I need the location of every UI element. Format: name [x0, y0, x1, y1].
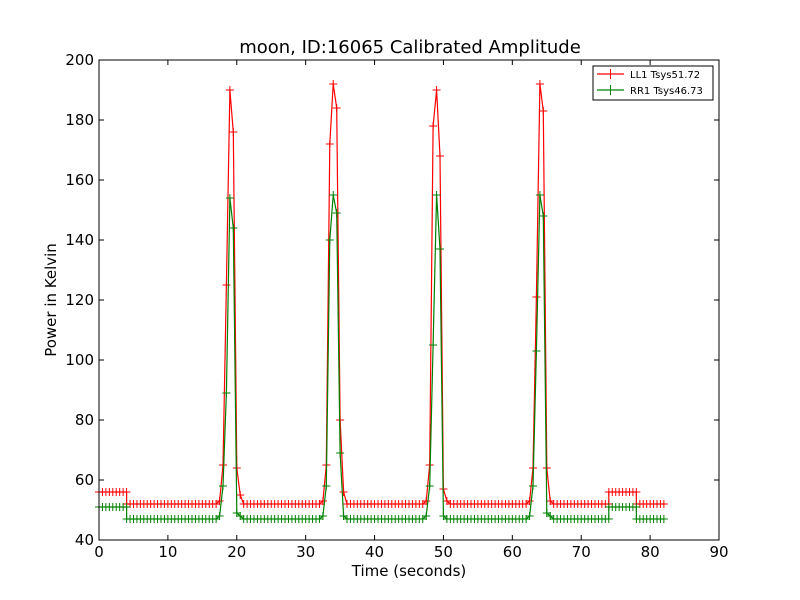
- x-tick-label: 60: [503, 543, 522, 561]
- x-axis-label: Time (seconds): [351, 562, 467, 580]
- y-tick-label: 40: [75, 531, 94, 549]
- y-tick-label: 80: [75, 411, 94, 429]
- series-1: [95, 80, 668, 508]
- y-tick-label: 100: [65, 351, 94, 369]
- x-tick-label: 80: [641, 543, 660, 561]
- y-tick-label: 160: [65, 171, 94, 189]
- legend-label: RR1 Tsys46.73: [630, 86, 703, 97]
- x-tick-label: 70: [572, 543, 591, 561]
- y-tick-label: 60: [75, 471, 94, 489]
- series-2: [95, 191, 668, 523]
- series-layer: [95, 80, 668, 523]
- x-tick-label: 90: [709, 543, 728, 561]
- ticks-layer: 0 10 20 30 40 50 60 70 80 90 40 60 80 100 120 140 160 180…: [65, 51, 728, 561]
- x-tick-label: 10: [158, 543, 177, 561]
- y-tick-label: 120: [65, 291, 94, 309]
- x-tick-label: 30: [296, 543, 315, 561]
- y-tick-label: 200: [65, 51, 94, 69]
- x-tick-label: 50: [434, 543, 453, 561]
- x-tick-label: 40: [365, 543, 384, 561]
- x-tick-label: 0: [94, 543, 104, 561]
- x-tick-label: 20: [227, 543, 246, 561]
- y-tick-label: 140: [65, 231, 94, 249]
- legend-frame: [592, 65, 714, 101]
- legend-label: LL1 Tsys51.72: [630, 70, 700, 81]
- chart-title: moon, ID:16065 Calibrated Amplitude: [239, 37, 581, 58]
- legend: LL1 Tsys51.72 RR1 Tsys46.73: [592, 65, 714, 101]
- y-axis-label: Power in Kelvin: [42, 243, 60, 357]
- y-tick-label: 180: [65, 111, 94, 129]
